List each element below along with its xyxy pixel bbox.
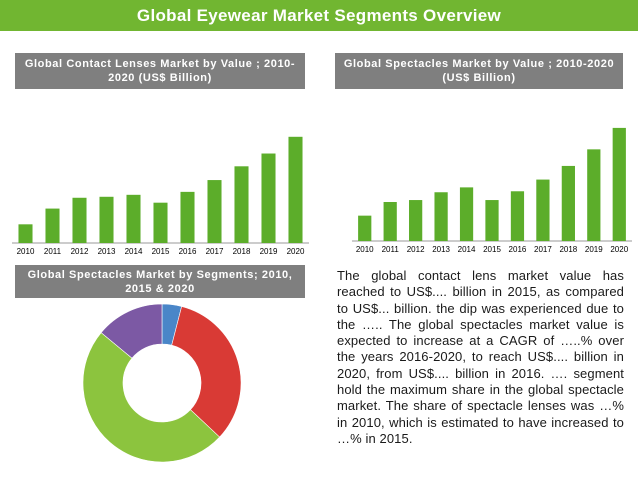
bar bbox=[358, 215, 372, 241]
x-tick-label: 2014 bbox=[458, 245, 476, 254]
x-tick-label: 2017 bbox=[206, 247, 224, 256]
donut-slice bbox=[82, 332, 221, 463]
x-tick-label: 2012 bbox=[71, 247, 89, 256]
bar bbox=[612, 127, 626, 241]
bar bbox=[510, 191, 525, 241]
bar bbox=[409, 200, 423, 241]
x-tick-label: 2018 bbox=[233, 247, 251, 256]
x-tick-label: 2010 bbox=[356, 245, 374, 254]
bar bbox=[153, 202, 168, 243]
bar bbox=[72, 197, 87, 243]
donut-slice bbox=[171, 306, 242, 438]
bar bbox=[126, 194, 141, 243]
contact-lenses-chart-header: Global Contact Lenses Market by Value ; … bbox=[15, 53, 305, 89]
x-tick-label: 2017 bbox=[534, 245, 552, 254]
bar bbox=[485, 200, 499, 241]
market-summary-text: The global contact lens market value has… bbox=[337, 268, 624, 446]
bar bbox=[383, 202, 397, 241]
bar bbox=[261, 153, 276, 243]
contact-lenses-bar-chart: 2010 2011 2012 2013 2014 2015 2016 2017 2018 2019… bbox=[12, 136, 309, 256]
bar bbox=[459, 187, 474, 241]
bar bbox=[536, 179, 550, 241]
spectacles-chart-header: Global Spectacles Market by Value ; 2010… bbox=[335, 53, 623, 89]
segments-chart-header: Global Spectacles Market by Segments; 20… bbox=[15, 265, 305, 298]
spectacles-bar-chart: 2010 2011 2012 2013 2014 2015 2016 2017 2018 2019… bbox=[352, 127, 632, 254]
bar bbox=[587, 149, 601, 241]
x-tick-label: 2010 bbox=[17, 247, 35, 256]
bar bbox=[288, 136, 303, 243]
x-tick-label: 2012 bbox=[407, 245, 425, 254]
x-tick-label: 2016 bbox=[179, 247, 197, 256]
spectacles-segments-donut-chart bbox=[82, 303, 242, 463]
x-tick-label: 2015 bbox=[152, 247, 170, 256]
bar bbox=[180, 191, 195, 243]
x-tick-label: 2018 bbox=[559, 245, 577, 254]
x-tick-label: 2015 bbox=[483, 245, 501, 254]
x-tick-label: 2016 bbox=[509, 245, 527, 254]
bar bbox=[434, 192, 448, 241]
x-tick-label: 2020 bbox=[287, 247, 305, 256]
x-tick-label: 2013 bbox=[432, 245, 450, 254]
donut-slice bbox=[100, 303, 163, 359]
bar bbox=[234, 166, 249, 243]
bar bbox=[45, 208, 60, 243]
x-tick-label: 2020 bbox=[610, 245, 628, 254]
x-tick-label: 2019 bbox=[585, 245, 603, 254]
x-tick-label: 2019 bbox=[260, 247, 278, 256]
x-tick-label: 2013 bbox=[98, 247, 116, 256]
x-tick-label: 2011 bbox=[382, 245, 400, 254]
bar bbox=[207, 180, 222, 243]
bar bbox=[18, 224, 33, 243]
bar bbox=[561, 165, 575, 241]
bar bbox=[99, 196, 114, 243]
x-tick-label: 2011 bbox=[44, 247, 62, 256]
x-tick-label: 2014 bbox=[125, 247, 143, 256]
page-title: Global Eyewear Market Segments Overview bbox=[0, 0, 638, 31]
